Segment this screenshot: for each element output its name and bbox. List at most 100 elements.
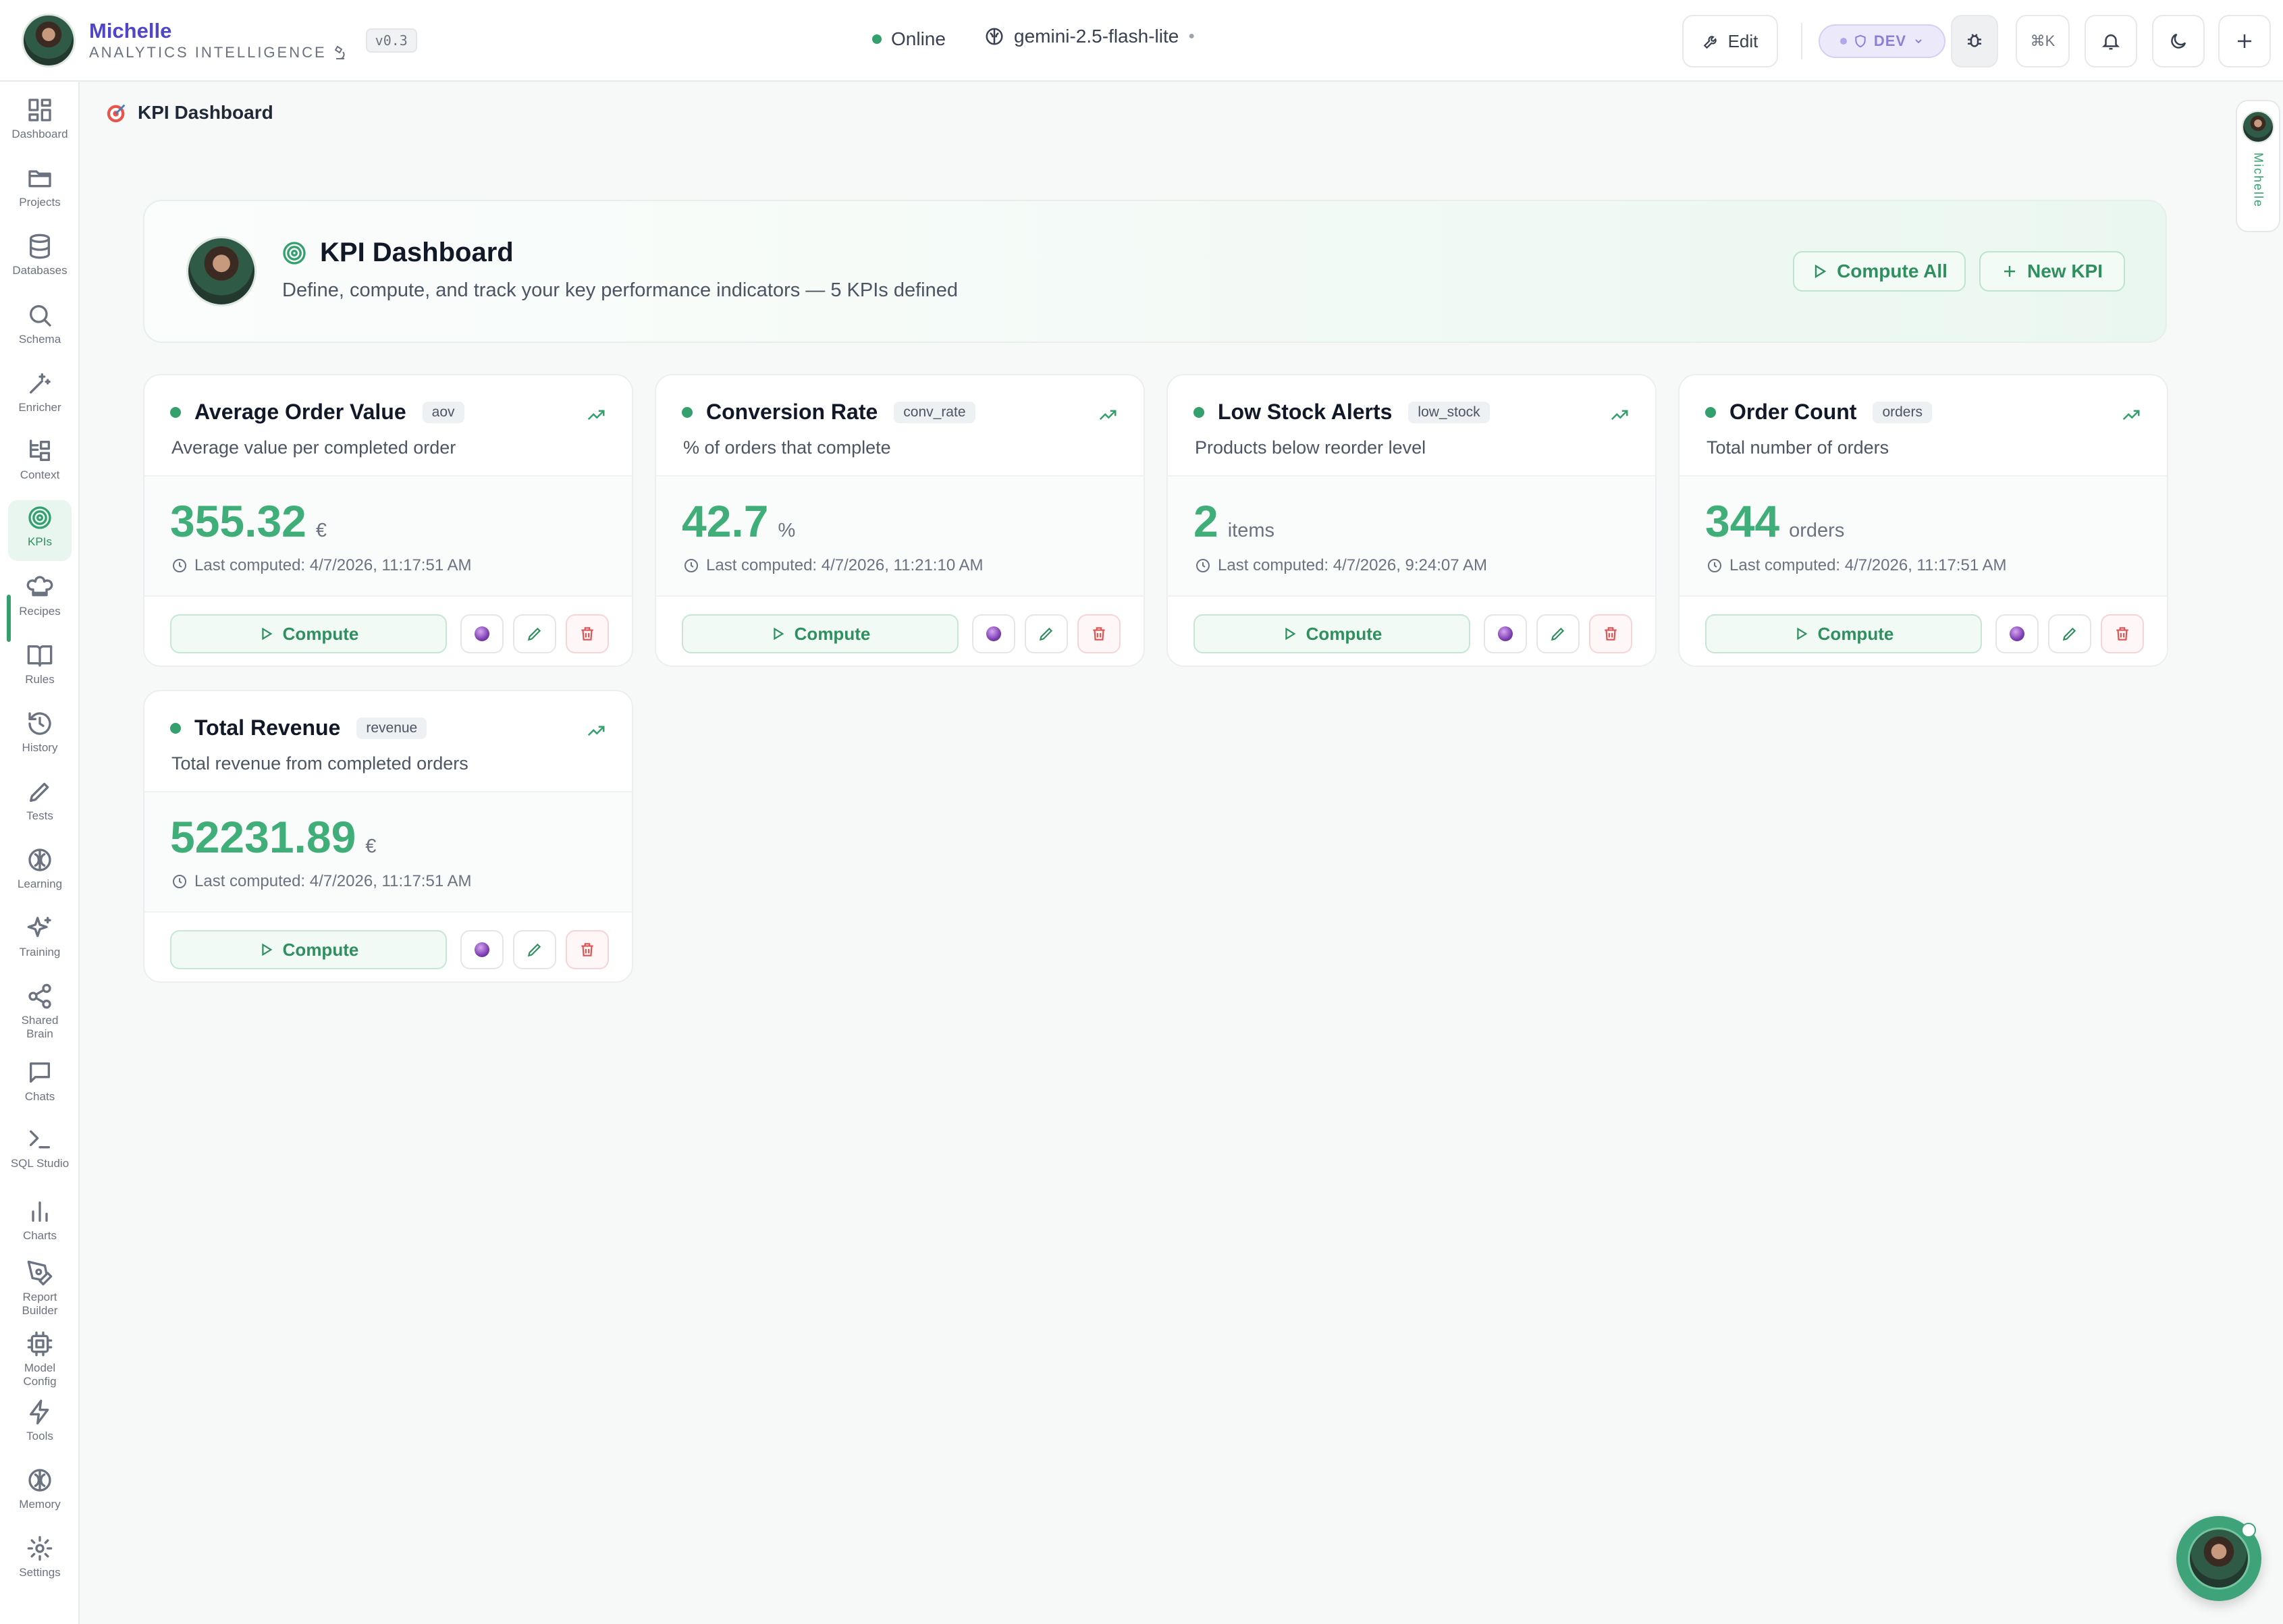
brand[interactable]: Michelle ANALYTICS INTELLIGENCE v0.3 bbox=[22, 13, 417, 67]
sidebar-item-report-builder[interactable]: Report Builder bbox=[8, 1260, 72, 1318]
book-icon bbox=[27, 645, 53, 667]
ask-ai-button[interactable] bbox=[460, 614, 504, 653]
play-icon bbox=[773, 627, 784, 641]
assistant-fab-button[interactable] bbox=[2176, 1516, 2261, 1601]
theme-toggle-button[interactable] bbox=[2152, 15, 2205, 67]
sidebar-item-label: Charts bbox=[22, 1229, 57, 1242]
sidebar-item-memory[interactable]: Memory bbox=[8, 1467, 72, 1511]
target-icon bbox=[283, 241, 306, 265]
environment-selector[interactable]: DEV bbox=[1819, 24, 1945, 58]
rail-label: Michelle bbox=[2251, 153, 2265, 209]
add-button[interactable] bbox=[2218, 15, 2271, 67]
avatar bbox=[2242, 111, 2274, 143]
sidebar-item-kpis[interactable]: KPIs bbox=[8, 500, 72, 561]
assistant-rail[interactable]: Michelle bbox=[2236, 100, 2280, 232]
kpi-card: Total Revenue revenue Total revenue from c… bbox=[143, 690, 633, 983]
edit-kpi-button[interactable] bbox=[513, 930, 556, 969]
chat-icon bbox=[30, 1062, 51, 1083]
sidebar-item-model-config[interactable]: Model Config bbox=[8, 1330, 72, 1388]
edit-kpi-button[interactable] bbox=[1536, 614, 1580, 653]
edit-kpi-button[interactable] bbox=[513, 614, 556, 653]
microscope-icon bbox=[334, 45, 345, 59]
edit-kpi-button[interactable] bbox=[2048, 614, 2091, 653]
sidebar-item-schema[interactable]: Schema bbox=[8, 302, 72, 346]
ask-ai-button[interactable] bbox=[1484, 614, 1527, 653]
sidebar-item-chats[interactable]: Chats bbox=[8, 1059, 72, 1104]
sidebar-item-learning[interactable]: Learning bbox=[8, 846, 72, 891]
sidebar-item-settings[interactable]: Settings bbox=[8, 1535, 72, 1579]
crystal-ball-icon bbox=[2010, 626, 2024, 641]
sidebar-item-history[interactable]: History bbox=[8, 710, 72, 755]
kpi-header: Average Order Value aov bbox=[170, 400, 464, 425]
page-subtitle: Define, compute, and track your key perf… bbox=[282, 279, 958, 301]
sidebar-item-charts[interactable]: Charts bbox=[8, 1198, 72, 1243]
dart-target-icon bbox=[107, 104, 126, 123]
sidebar-item-label: Report Builder bbox=[22, 1291, 58, 1317]
status-dot bbox=[170, 406, 181, 418]
notifications-button[interactable] bbox=[2085, 15, 2137, 67]
clock-icon bbox=[1708, 559, 1721, 572]
delete-kpi-button[interactable] bbox=[2101, 614, 2144, 653]
status-text: Online bbox=[891, 28, 946, 49]
compute-button[interactable]: Compute bbox=[170, 930, 447, 969]
kpi-value-panel: 344 orders Last computed: 4/7/2026, 11:17:… bbox=[1680, 475, 2167, 597]
kpi-header: Conversion Rate conv_rate bbox=[682, 400, 975, 425]
trash-icon bbox=[2116, 627, 2128, 641]
kpi-description: % of orders that complete bbox=[683, 437, 891, 458]
sidebar-item-sql-studio[interactable]: SQL Studio bbox=[8, 1126, 72, 1170]
kpi-card: Average Order Value aov Average value per … bbox=[143, 374, 633, 667]
command-palette-button[interactable]: ⌘K bbox=[2016, 15, 2070, 67]
sidebar-item-projects[interactable]: Projects bbox=[8, 165, 72, 209]
compute-all-button[interactable]: Compute All bbox=[1793, 251, 1966, 292]
sidebar-item-databases[interactable]: Databases bbox=[8, 233, 72, 277]
compute-button[interactable]: Compute bbox=[1705, 614, 1982, 653]
sidebar-item-dashboard[interactable]: Dashboard bbox=[8, 97, 72, 141]
ask-ai-button[interactable] bbox=[972, 614, 1015, 653]
env-label: DEV bbox=[1873, 32, 1907, 49]
debug-button[interactable] bbox=[1951, 15, 1998, 67]
page-title-text: KPI Dashboard bbox=[320, 238, 514, 267]
ask-ai-button[interactable] bbox=[1995, 614, 2039, 653]
sidebar-item-enricher[interactable]: Enricher bbox=[8, 370, 72, 414]
pen-tool-icon bbox=[27, 1260, 53, 1286]
kpi-value: 52231.89 € bbox=[170, 811, 376, 863]
sidebar-item-label: Dashboard bbox=[11, 128, 68, 140]
delete-kpi-button[interactable] bbox=[566, 930, 609, 969]
sidebar-item-recipes[interactable]: Recipes bbox=[8, 574, 72, 618]
kpi-card: Conversion Rate conv_rate % of orders that… bbox=[655, 374, 1145, 667]
sidebar-item-label: Memory bbox=[19, 1498, 61, 1511]
play-icon bbox=[261, 943, 273, 956]
kpi-number: 52231.89 bbox=[170, 812, 356, 862]
delete-kpi-button[interactable] bbox=[1589, 614, 1632, 653]
sidebar-item-training[interactable]: Training bbox=[8, 915, 72, 959]
ask-ai-button[interactable] bbox=[460, 930, 504, 969]
delete-kpi-button[interactable] bbox=[566, 614, 609, 653]
kpi-name: Low Stock Alerts bbox=[1218, 400, 1393, 424]
compute-button[interactable]: Compute bbox=[170, 614, 447, 653]
compute-label: Compute bbox=[794, 623, 871, 644]
delete-kpi-button[interactable] bbox=[1077, 614, 1121, 653]
crystal-ball-icon bbox=[1498, 626, 1513, 641]
dashboard-icon bbox=[28, 99, 51, 121]
kpi-number: 2 bbox=[1193, 496, 1218, 546]
new-kpi-button[interactable]: New KPI bbox=[1979, 251, 2125, 292]
search-icon bbox=[30, 305, 51, 327]
kpi-value-panel: 52231.89 € Last computed: 4/7/2026, 11:17:… bbox=[144, 791, 632, 913]
edit-button[interactable]: Edit bbox=[1682, 15, 1778, 67]
edit-kpi-button[interactable] bbox=[1025, 614, 1068, 653]
kpi-value: 2 items bbox=[1193, 495, 1274, 547]
edit-label: Edit bbox=[1727, 30, 1758, 51]
compute-button[interactable]: Compute bbox=[682, 614, 959, 653]
sidebar-item-tools[interactable]: Tools bbox=[8, 1399, 72, 1443]
zap-icon bbox=[30, 1399, 49, 1425]
version-badge: v0.3 bbox=[365, 28, 417, 53]
last-computed-text: Last computed: 4/7/2026, 11:17:51 AM bbox=[194, 872, 472, 890]
pencil-icon bbox=[527, 943, 541, 957]
sidebar-item-shared-brain[interactable]: Shared Brain bbox=[8, 983, 72, 1041]
sidebar-item-context[interactable]: Context bbox=[8, 437, 72, 482]
terminal-icon bbox=[30, 1130, 51, 1149]
compute-button[interactable]: Compute bbox=[1193, 614, 1470, 653]
model-selector[interactable]: gemini-2.5-flash-lite ● bbox=[984, 26, 1195, 47]
sidebar-item-tests[interactable]: Tests bbox=[8, 778, 72, 823]
sidebar-item-rules[interactable]: Rules bbox=[8, 642, 72, 686]
